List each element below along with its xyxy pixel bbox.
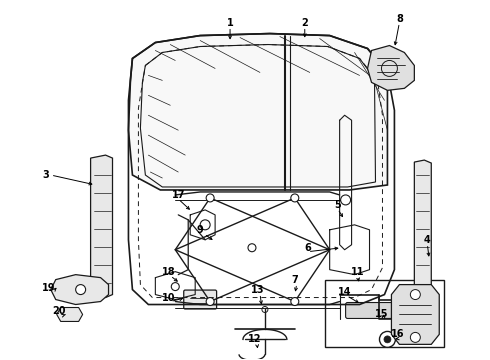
Circle shape — [206, 298, 214, 306]
Circle shape — [341, 195, 350, 205]
Polygon shape — [57, 307, 83, 321]
Bar — [325, 280, 444, 347]
Circle shape — [379, 332, 395, 347]
Circle shape — [410, 289, 420, 300]
Text: 8: 8 — [396, 14, 403, 24]
Text: 3: 3 — [43, 170, 49, 180]
Text: 20: 20 — [52, 306, 66, 316]
Polygon shape — [91, 155, 113, 298]
Polygon shape — [128, 33, 388, 190]
Text: 10: 10 — [162, 293, 175, 302]
Text: 15: 15 — [375, 310, 388, 319]
Text: 2: 2 — [301, 18, 308, 28]
Circle shape — [172, 283, 179, 291]
Circle shape — [206, 194, 214, 202]
Text: 19: 19 — [42, 283, 55, 293]
Circle shape — [410, 332, 420, 342]
FancyBboxPatch shape — [345, 302, 404, 319]
Text: 6: 6 — [304, 243, 311, 253]
FancyBboxPatch shape — [184, 290, 217, 309]
Text: 7: 7 — [292, 275, 298, 285]
Circle shape — [248, 244, 256, 252]
Polygon shape — [368, 45, 415, 90]
Text: 18: 18 — [162, 267, 175, 276]
Text: 12: 12 — [248, 334, 262, 345]
Polygon shape — [415, 160, 431, 293]
Text: 4: 4 — [424, 235, 431, 245]
Text: 16: 16 — [391, 329, 404, 339]
Text: 11: 11 — [351, 267, 364, 276]
Circle shape — [200, 220, 210, 230]
Text: 1: 1 — [227, 18, 233, 28]
Circle shape — [291, 298, 299, 306]
Polygon shape — [51, 275, 108, 305]
Text: 13: 13 — [251, 284, 265, 294]
Polygon shape — [392, 285, 439, 345]
Circle shape — [291, 194, 299, 202]
Text: 17: 17 — [172, 190, 185, 200]
Circle shape — [384, 336, 391, 343]
Text: 5: 5 — [334, 200, 341, 210]
Circle shape — [75, 285, 86, 294]
Text: 14: 14 — [338, 287, 351, 297]
Text: 9: 9 — [197, 225, 203, 235]
Circle shape — [262, 306, 268, 312]
